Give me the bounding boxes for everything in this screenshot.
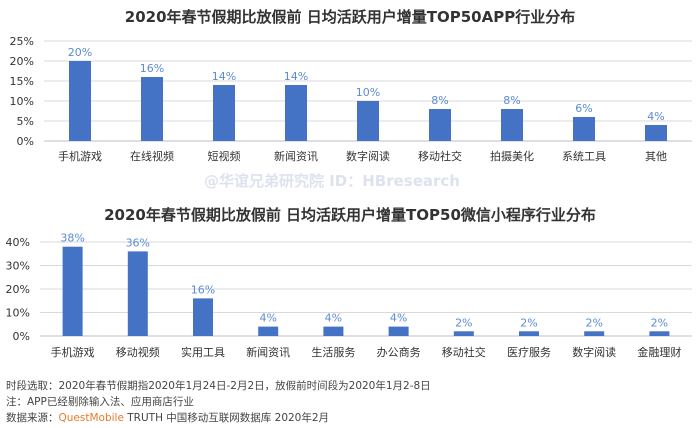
miniprogram-industry-chart-value-label: 2% bbox=[651, 316, 668, 329]
miniprogram-industry-chart-category-label: 手机游戏 bbox=[51, 345, 95, 359]
app-industry-chart-bar bbox=[69, 61, 91, 141]
app-industry-chart-value-label: 14% bbox=[212, 70, 236, 83]
miniprogram-industry-chart-value-label: 38% bbox=[60, 232, 84, 245]
miniprogram-industry-chart-bar bbox=[62, 246, 83, 336]
miniprogram-industry-chart-bar bbox=[193, 298, 213, 336]
app-industry-chart-category-label: 其他 bbox=[645, 150, 667, 163]
note-source-suffix: TRUTH 中国移动互联网数据库 2020年2月 bbox=[123, 412, 330, 424]
miniprogram-industry-chart: 2020年春节假期比放假前 日均活跃用户增量TOP50微信小程序行业分布 0% 10… bbox=[6, 206, 692, 359]
app-industry-chart-value-label: 4% bbox=[647, 110, 664, 123]
miniprogram-industry-chart-y-tick-label: 10% bbox=[6, 307, 30, 320]
app-industry-chart-value-label: 16% bbox=[140, 62, 164, 75]
miniprogram-industry-chart-category-label: 移动社交 bbox=[442, 345, 486, 359]
miniprogram-industry-chart-value-label: 2% bbox=[520, 316, 537, 329]
app-industry-chart-bar bbox=[645, 125, 667, 141]
miniprogram-industry-chart-category-label: 医疗服务 bbox=[507, 345, 551, 359]
miniprogram-industry-chart-category-label: 生活服务 bbox=[311, 345, 355, 359]
miniprogram-industry-chart-value-label: 2% bbox=[455, 316, 472, 329]
note-source: 数据来源：QuestMobile TRUTH 中国移动互联网数据库 2020年2… bbox=[6, 410, 696, 426]
app-industry-chart-bar bbox=[429, 109, 451, 141]
app-industry-chart-value-label: 8% bbox=[503, 94, 520, 107]
app-industry-chart-bar bbox=[141, 77, 163, 141]
app-industry-chart-value-label: 20% bbox=[68, 46, 92, 59]
app-industry-chart-value-label: 6% bbox=[575, 102, 592, 115]
app-industry-chart-category-label: 短视频 bbox=[208, 149, 241, 163]
miniprogram-industry-chart-bar bbox=[258, 326, 279, 336]
miniprogram-industry-chart-bar bbox=[519, 331, 539, 336]
app-industry-chart-category-label: 移动社交 bbox=[418, 149, 462, 163]
miniprogram-industry-chart-y-tick-label: 20% bbox=[6, 283, 30, 296]
app-industry-chart-category-label: 数字阅读 bbox=[346, 149, 390, 163]
watermark: @华谊兄弟研究院 ID：HBresearch bbox=[204, 172, 460, 190]
app-industry-chart-bar bbox=[285, 85, 307, 141]
app-industry-chart-value-label: 14% bbox=[284, 70, 308, 83]
miniprogram-industry-chart-value-label: 4% bbox=[390, 312, 407, 325]
footnotes: 时段选取：2020年春节假期指2020年1月24日-2月2日，放假前时间段为20… bbox=[6, 378, 696, 426]
miniprogram-industry-chart-bar bbox=[584, 331, 605, 336]
app-industry-chart: 2020年春节假期比放假前 日均活跃用户增量TOP50APP行业分布 0% 5% 10… bbox=[10, 8, 692, 163]
app-industry-chart-y-tick-label: 0% bbox=[17, 135, 34, 148]
app-industry-chart-category-label: 手机游戏 bbox=[58, 149, 102, 163]
app-industry-chart-category-label: 系统工具 bbox=[562, 150, 606, 163]
miniprogram-industry-chart-title: 2020年春节假期比放假前 日均活跃用户增量TOP50微信小程序行业分布 bbox=[104, 206, 596, 224]
miniprogram-industry-chart-category-label: 新闻资讯 bbox=[246, 345, 290, 359]
note-source-prefix: 数据来源： bbox=[6, 412, 59, 424]
app-industry-chart-category-label: 新闻资讯 bbox=[274, 149, 318, 163]
app-industry-chart-y-tick-label: 25% bbox=[10, 35, 34, 48]
miniprogram-industry-chart-y-tick-label: 0% bbox=[13, 330, 30, 343]
miniprogram-industry-chart-category-label: 办公商务 bbox=[377, 345, 421, 359]
miniprogram-industry-chart-bar bbox=[453, 331, 474, 336]
miniprogram-industry-chart-category-label: 数字阅读 bbox=[572, 345, 616, 359]
miniprogram-industry-chart-bar bbox=[323, 326, 344, 336]
app-industry-chart-bar bbox=[573, 117, 595, 141]
miniprogram-industry-chart-value-label: 2% bbox=[585, 316, 602, 329]
miniprogram-industry-chart-value-label: 4% bbox=[259, 312, 276, 325]
app-industry-chart-category-label: 拍摄美化 bbox=[490, 149, 534, 163]
miniprogram-industry-chart-y-tick-label: 40% bbox=[6, 236, 30, 249]
note-exclusion: 注：APP已经剔除输入法、应用商店行业 bbox=[6, 396, 194, 408]
app-industry-chart-value-label: 10% bbox=[356, 86, 380, 99]
app-industry-chart-value-label: 8% bbox=[431, 94, 448, 107]
miniprogram-industry-chart-y-tick-label: 30% bbox=[6, 260, 30, 273]
miniprogram-industry-chart-category-label: 金融理财 bbox=[637, 345, 681, 359]
miniprogram-industry-chart-category-label: 实用工具 bbox=[181, 345, 225, 359]
source-brand: QuestMobile bbox=[58, 412, 124, 424]
app-industry-chart-bar bbox=[501, 109, 523, 141]
app-industry-chart-y-tick-label: 20% bbox=[10, 55, 34, 68]
app-industry-chart-y-tick-label: 10% bbox=[10, 95, 34, 108]
miniprogram-industry-chart-bar bbox=[388, 326, 409, 336]
app-industry-chart-category-label: 在线视频 bbox=[130, 149, 174, 163]
miniprogram-industry-chart-value-label: 36% bbox=[126, 236, 150, 249]
note-period: 时段选取：2020年春节假期指2020年1月24日-2月2日，放假前时间段为20… bbox=[6, 380, 431, 392]
miniprogram-industry-chart-bar bbox=[649, 331, 670, 336]
app-industry-chart-y-tick-label: 5% bbox=[17, 115, 34, 128]
miniprogram-industry-chart-category-label: 移动视频 bbox=[116, 345, 160, 359]
miniprogram-industry-chart-value-label: 16% bbox=[191, 283, 215, 296]
miniprogram-industry-chart-bar bbox=[127, 251, 148, 336]
app-industry-chart-title: 2020年春节假期比放假前 日均活跃用户增量TOP50APP行业分布 bbox=[125, 8, 575, 26]
app-industry-chart-bar bbox=[357, 101, 379, 141]
app-industry-chart-bar bbox=[213, 85, 235, 141]
miniprogram-industry-chart-value-label: 4% bbox=[325, 312, 342, 325]
app-industry-chart-y-tick-label: 15% bbox=[10, 75, 34, 88]
